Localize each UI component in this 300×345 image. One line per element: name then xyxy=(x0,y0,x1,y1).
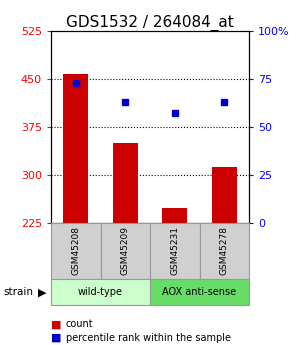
Text: GSM45208: GSM45208 xyxy=(71,226,80,276)
Text: GSM45209: GSM45209 xyxy=(121,226,130,276)
Bar xyxy=(51,279,150,305)
Bar xyxy=(162,208,187,223)
Bar xyxy=(212,167,237,223)
Text: GSM45231: GSM45231 xyxy=(170,226,179,276)
Text: ▶: ▶ xyxy=(38,287,46,297)
Title: GDS1532 / 264084_at: GDS1532 / 264084_at xyxy=(66,15,234,31)
Bar xyxy=(200,223,249,279)
Text: wild-type: wild-type xyxy=(78,287,123,297)
Bar xyxy=(113,143,138,223)
Text: AOX anti-sense: AOX anti-sense xyxy=(162,287,237,297)
Bar xyxy=(150,279,249,305)
Bar xyxy=(63,75,88,223)
Text: ■: ■ xyxy=(51,319,62,329)
Text: ■: ■ xyxy=(51,333,62,343)
Text: GSM45278: GSM45278 xyxy=(220,226,229,276)
Bar xyxy=(51,223,100,279)
Bar xyxy=(150,223,200,279)
Text: percentile rank within the sample: percentile rank within the sample xyxy=(66,333,231,343)
Bar xyxy=(100,223,150,279)
Text: strain: strain xyxy=(3,287,33,297)
Text: count: count xyxy=(66,319,94,329)
